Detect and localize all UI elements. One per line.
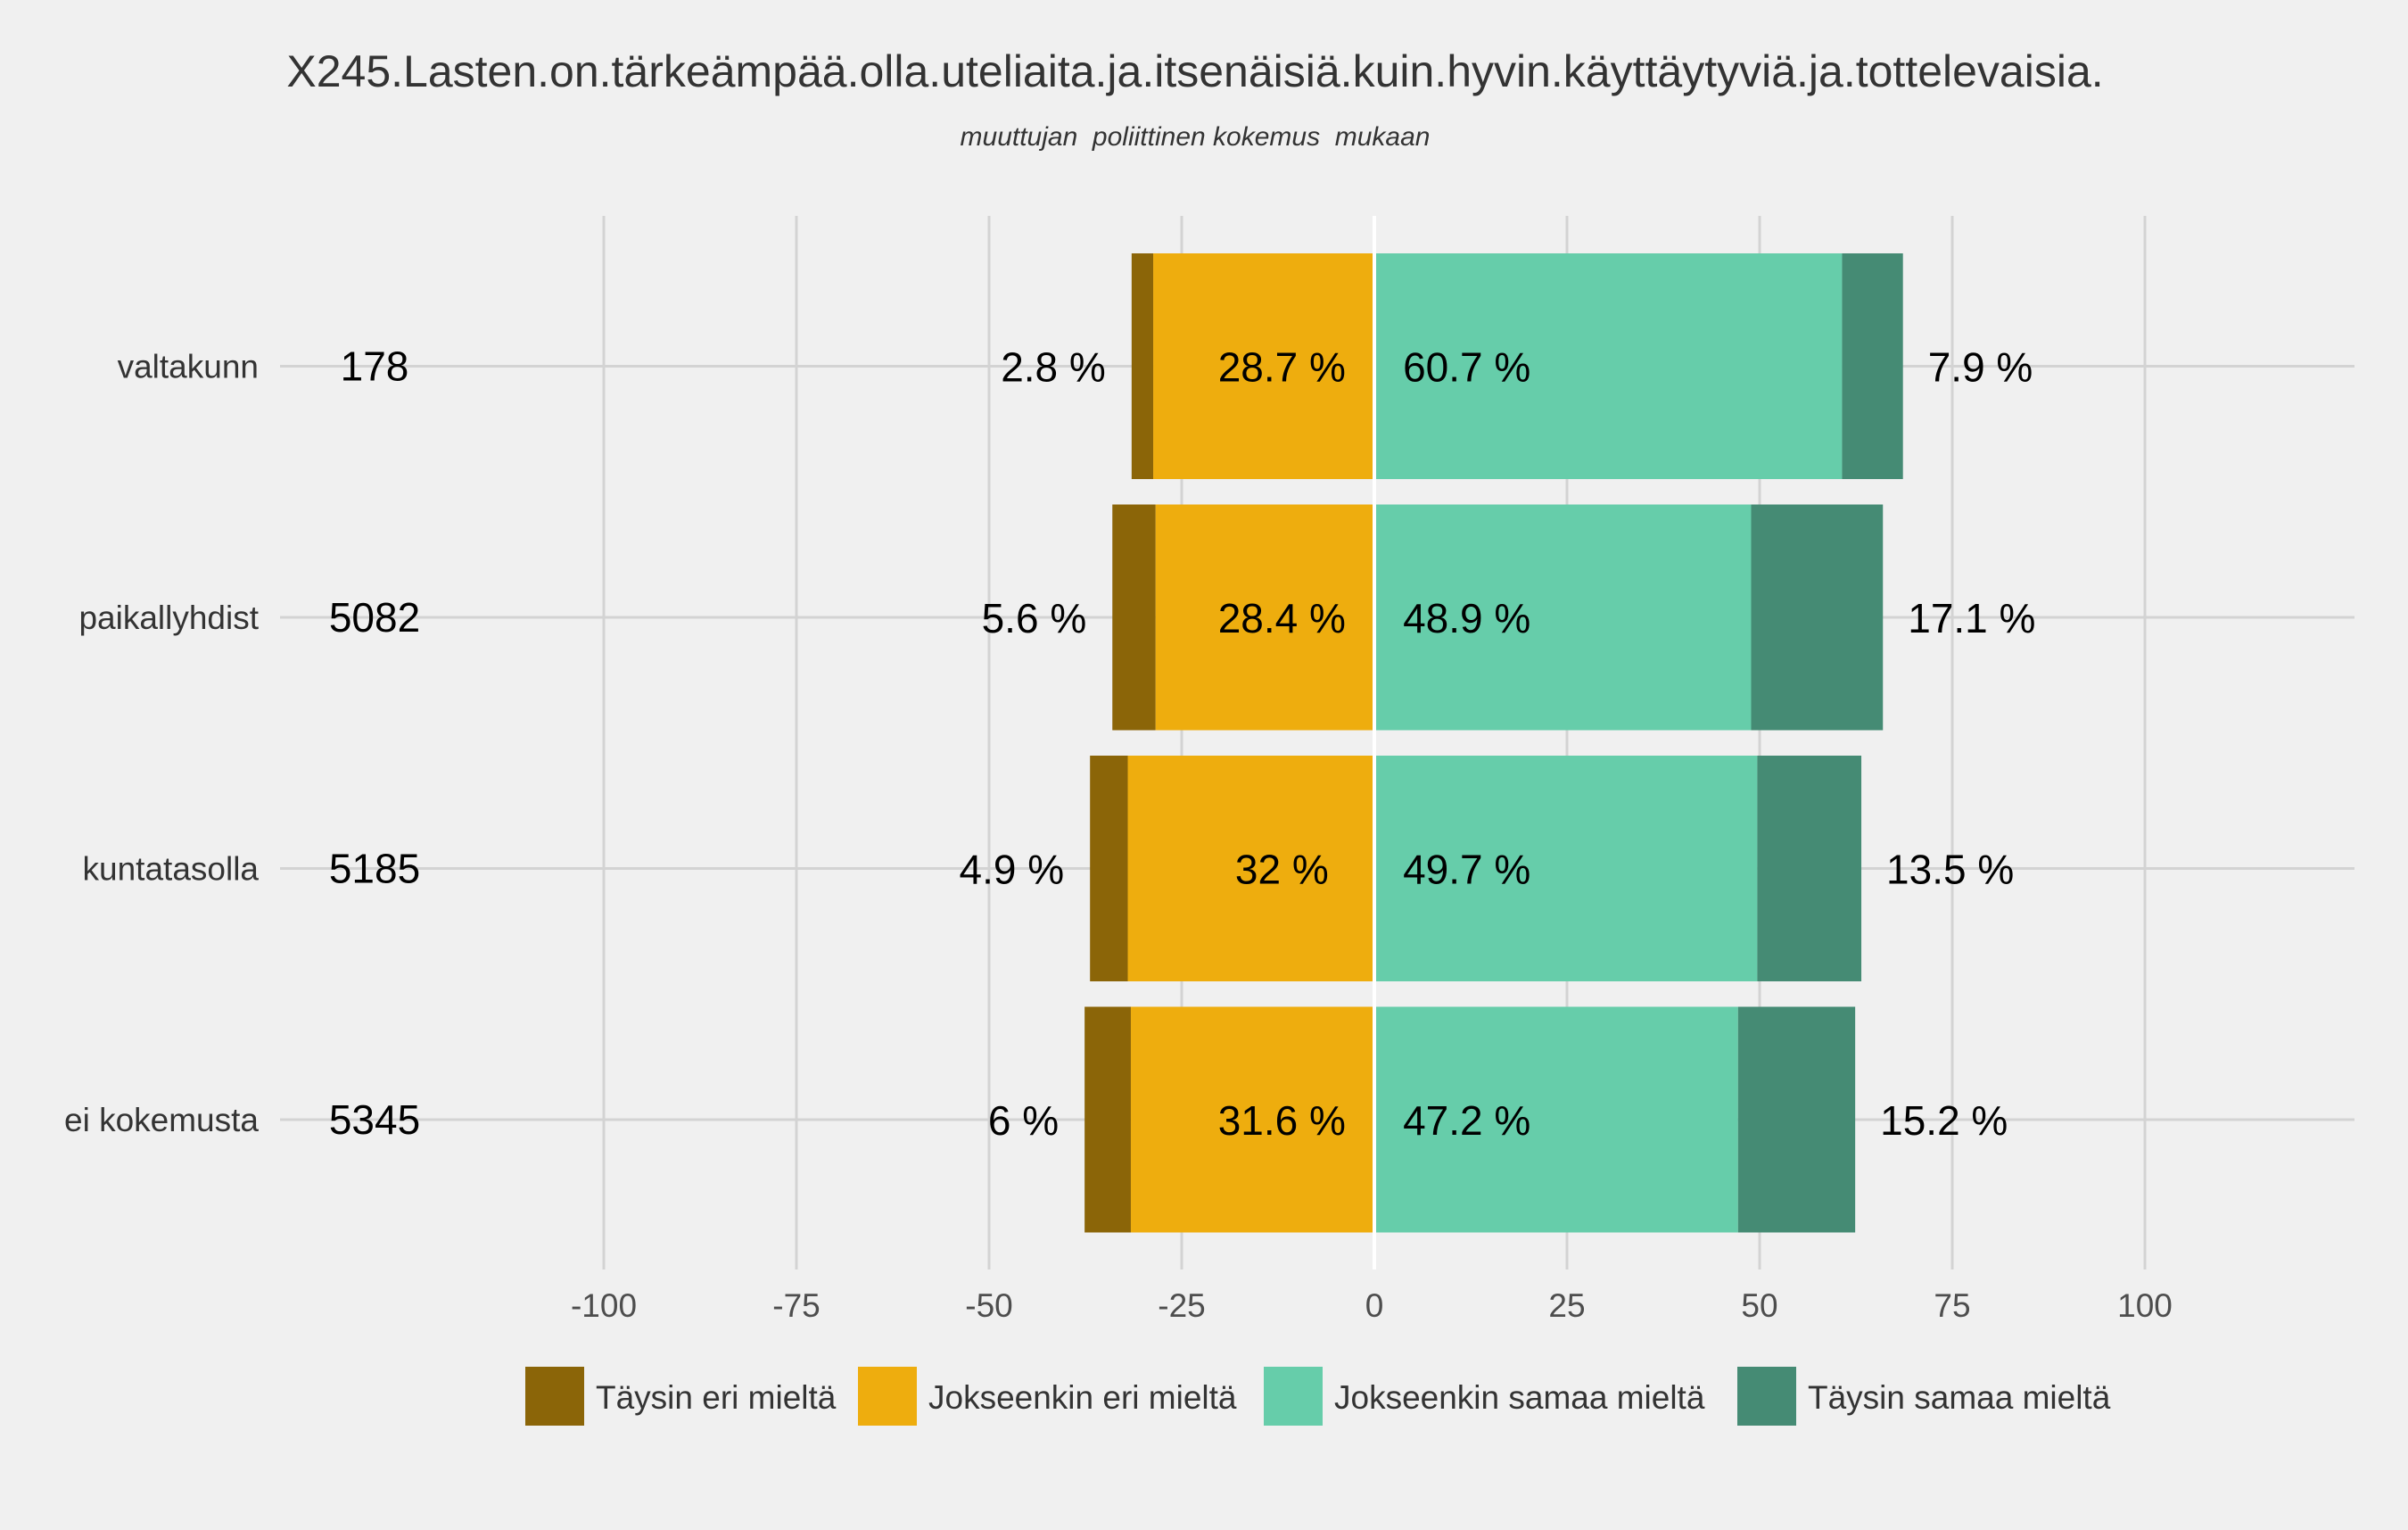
legend-swatch [858,1367,917,1426]
bar-segment [1090,756,1128,981]
pct-label-outer-positive: 7.9 % [1928,344,2033,391]
category-label: ei kokemusta [64,1102,259,1138]
bar-segment [1127,756,1374,981]
x-tick-label: -50 [965,1287,1012,1324]
legend-item: Jokseenkin samaa mieltä [1264,1367,1705,1426]
category-label: valtakunn [118,349,259,385]
pct-label-outer-positive: 15.2 % [1880,1097,2008,1144]
legend-label: Jokseenkin eri mieltä [928,1379,1237,1416]
x-tick-label: 100 [2117,1287,2173,1324]
pct-label-inner-negative: 31.6 % [1218,1097,1346,1144]
legend-label: Täysin samaa mieltä [1808,1379,2111,1416]
legend-label: Täysin eri mieltä [596,1379,837,1416]
x-tick-label: 50 [1741,1287,1777,1324]
pct-label-inner-negative: 28.4 % [1218,595,1346,641]
n-value-label: 5345 [329,1096,420,1143]
bar-segment [1130,1006,1374,1233]
bar-segment [1374,1006,1738,1233]
legend-label: Jokseenkin samaa mieltä [1334,1379,1705,1416]
x-tick-label: 25 [1548,1287,1585,1324]
pct-label-outer-negative: 5.6 % [982,595,1087,641]
labels-group: valtakunn 178 2.8 % 28.7 % 60.7 % 7.9 % paikal… [64,343,2035,1145]
pct-label-inner-negative: 32 % [1235,847,1329,893]
n-value-label: 5185 [329,846,420,892]
chart-subtitle: muuttujan poliittinen kokemus mukaan [961,122,1431,152]
legend-item: Jokseenkin eri mieltä [858,1367,1237,1426]
x-axis-ticks: -100 -75 -50 -25 0 25 50 75 100 [571,1287,2173,1324]
n-value-label: 5082 [329,594,420,641]
chart-title: X245.Lasten.on.tärkeämpää.olla.uteliaita… [286,46,2103,96]
pct-label-outer-negative: 4.9 % [960,847,1065,893]
n-value-label: 178 [341,343,409,390]
legend-swatch [525,1367,584,1426]
pct-label-outer-negative: 2.8 % [1001,344,1106,391]
pct-label-inner-positive: 60.7 % [1403,344,1530,391]
x-tick-label: 75 [1934,1287,1970,1324]
pct-label-inner-positive: 49.7 % [1403,847,1530,893]
x-tick-label: 0 [1365,1287,1384,1324]
bar-segment [1374,756,1758,981]
pct-label-inner-positive: 47.2 % [1403,1097,1530,1144]
x-tick-label: -100 [571,1287,637,1324]
bar-segment [1374,504,1752,731]
bars-group [1084,253,1903,1233]
legend-item: Täysin eri mieltä [525,1367,837,1426]
bar-segment [1757,756,1862,981]
bar-segment [1084,1006,1131,1233]
bar-segment [1374,253,1843,479]
category-label: kuntatasolla [83,851,260,888]
pct-label-outer-positive: 17.1 % [1908,595,2035,641]
bar-segment [1751,504,1884,731]
category-label: paikallyhdist [78,600,259,636]
x-tick-label: -25 [1158,1287,1205,1324]
bar-segment [1112,504,1156,731]
pct-label-outer-positive: 13.5 % [1886,847,2014,893]
bar-segment [1737,1006,1856,1233]
bar-segment [1842,253,1903,479]
bar-segment [1131,253,1154,479]
legend-swatch [1737,1367,1796,1426]
bar-segment [1153,253,1374,479]
bar-segment [1155,504,1374,731]
pct-label-inner-positive: 48.9 % [1403,595,1530,641]
legend-swatch [1264,1367,1323,1426]
pct-label-outer-negative: 6 % [988,1097,1059,1144]
legend-item: Täysin samaa mieltä [1737,1367,2111,1426]
legend: Täysin eri mieltä Jokseenkin eri mieltä Jo… [525,1367,2111,1426]
pct-label-inner-negative: 28.7 % [1218,344,1346,391]
x-tick-label: -75 [772,1287,820,1324]
